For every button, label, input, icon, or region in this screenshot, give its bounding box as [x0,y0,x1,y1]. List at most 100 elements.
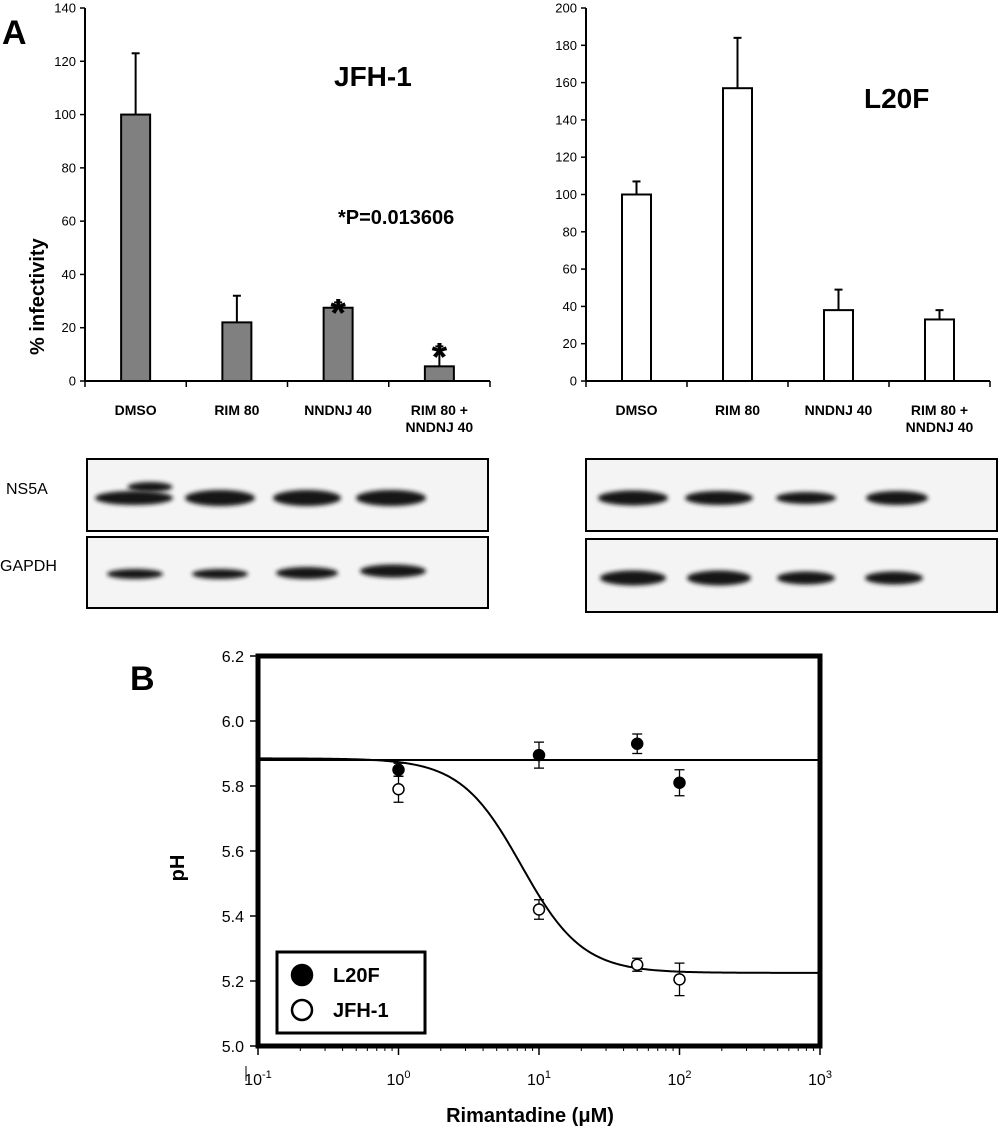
x-tick-exponent: 2 [685,1069,691,1081]
data-point-jfh-1 [630,958,644,971]
y-tick-label: 100 [555,187,577,202]
bar [924,318,955,382]
y-tick-label: 40 [62,267,76,282]
y-tick-label: 5.8 [222,779,244,796]
x-tick-base: 10 [387,1072,405,1089]
blot-band [777,571,835,585]
category-label: RIM 80 [715,402,760,418]
y-tick-label: 60 [563,262,577,277]
legend: L20F JFH-1 [275,950,427,1035]
bar-chart-jfh1: JFH-1 *P=0.013606 % infectivity 0 20 40 60 8… [27,1,491,435]
y-axis-label-ph: pH [167,855,189,882]
bar [722,87,753,382]
y-tick-label: 100 [54,107,76,122]
blot-band [865,571,923,585]
data-point-jfh-1 [532,903,546,916]
blot-band [192,569,248,579]
blot-band [276,567,338,579]
legend-label: L20F [333,965,380,987]
category-label: NNDNJ 40 [304,402,372,418]
blot-band [600,570,666,586]
bar [823,309,854,383]
data-point-l20f [673,776,686,789]
data-point-jfh-1 [673,973,686,986]
category-label: RIM 80 + [411,402,468,418]
bar [423,365,455,383]
bar-chart-l20f: L20F 0 20 40 60 80 100 120 140 160 180 200 DMSO RIM … [555,1,991,435]
y-tick-label: 0 [69,374,76,389]
y-tick-label: 20 [563,336,577,351]
x-tick-label: 101 [527,1069,551,1089]
category-label: NNDNJ 40 [805,402,873,418]
y-tick-label: 120 [555,150,577,165]
y-tick-label: 40 [563,299,577,314]
bar [322,306,354,383]
scatter-chart-ph: Rimantadine (μM) pH 5.0 5.2 5.4 5.6 5.8 6.0 6.… [167,649,832,1127]
bar [621,193,652,382]
blot-band [687,570,751,586]
x-tick-base: 10 [668,1072,686,1089]
bar [120,113,152,382]
category-label: NNDNJ 40 [906,419,974,435]
data-point-l20f [532,748,546,762]
blot-band [866,491,928,505]
blot-band [685,491,753,505]
y-axis-label-infectivity: % infectivity [27,237,49,355]
x-tick-exponent: 1 [545,1069,551,1081]
gapdh-blot-right [585,538,998,613]
y-tick-label: 60 [62,214,76,229]
y-tick-label: 6.2 [222,649,244,666]
blot-band [95,491,173,505]
y-tick-label: 5.0 [222,1039,244,1056]
y-tick-label: 80 [563,224,577,239]
chart-title-jfh1: JFH-1 [334,61,412,92]
blot-band [185,490,255,506]
category-label: DMSO [115,402,157,418]
significance-star: * [432,335,448,379]
blot-band [776,492,836,504]
x-tick-label: 103 [808,1069,832,1089]
x-tick-base: 10 [808,1072,826,1089]
data-point-l20f [630,737,644,750]
category-label: RIM 80 [214,402,259,418]
y-tick-label: 6.0 [222,714,244,731]
x-tick-base: 10 [244,1072,262,1089]
category-label: RIM 80 + [911,402,968,418]
ns5a-blot-left [86,458,489,532]
category-label: NNDNJ 40 [406,419,474,435]
y-tick-label: 180 [555,38,577,53]
bar [221,321,253,382]
y-tick-label: 0 [570,374,577,389]
fit-line-jfh-1 [257,757,820,974]
p-value-annotation: *P=0.013606 [338,207,454,229]
x-tick-exponent: 0 [404,1069,410,1081]
chart-title-l20f: L20F [864,83,929,114]
panel-label-b: B [130,660,155,698]
y-tick-label: 20 [62,320,76,335]
gapdh-blot-left [86,536,489,609]
blot-label-gapdh: GAPDH [0,558,57,575]
x-tick-base: 10 [527,1072,545,1089]
y-tick-label: 5.2 [222,974,244,991]
blot-band [273,490,341,506]
data-point-l20f [392,763,405,776]
x-tick-exponent: -1 [262,1069,272,1081]
y-tick-label: 5.6 [222,844,244,861]
x-tick-label: 102 [668,1069,692,1089]
blot-band [360,564,426,578]
blot-band [598,490,668,506]
significance-star: * [330,291,346,335]
legend-marker [290,963,314,987]
y-tick-label: 140 [555,112,577,127]
blot-band [107,569,163,579]
category-label: DMSO [616,402,658,418]
y-tick-label: 200 [555,1,577,16]
panel-label-a: A [2,14,27,52]
data-point-jfh-1 [392,783,405,796]
y-tick-label: 160 [555,75,577,90]
legend-marker [290,998,314,1022]
blot-band [356,490,426,506]
x-axis-label-rimantadine: Rimantadine (μM) [446,1105,614,1127]
y-tick-label: 140 [54,1,76,16]
